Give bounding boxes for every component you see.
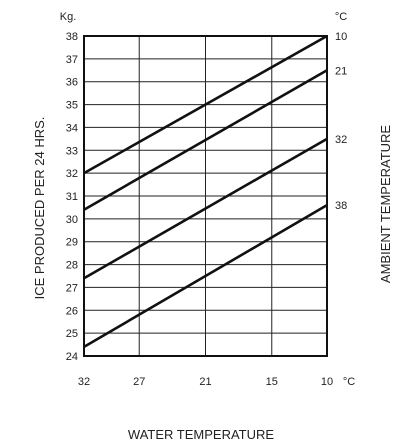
series-line-10	[83, 34, 328, 175]
series-line-38	[83, 204, 328, 348]
y-tick-label: 31	[66, 191, 78, 203]
x-axis-title: WATER TEMPERATURE	[128, 427, 274, 442]
series-label-38: 38	[335, 200, 347, 212]
y-tick-label: 34	[66, 122, 78, 134]
plot-frame	[83, 35, 328, 357]
right-axis-title: AMBIENT TEMPERATURE	[378, 125, 393, 284]
y-tick-label: 37	[66, 54, 78, 66]
series-layer	[83, 34, 328, 348]
y-tick-label: 38	[66, 31, 78, 43]
series-labels: 10 21 32 38	[335, 31, 347, 212]
x-tick-label: 21	[199, 376, 211, 388]
grid	[83, 35, 328, 357]
series-label-32: 32	[335, 134, 347, 146]
series-label-10: 10	[335, 31, 347, 43]
y-tick-label: 24	[66, 351, 78, 363]
series-line-32	[83, 137, 328, 280]
y-tick-label: 28	[66, 260, 78, 272]
x-tick-label: 10	[321, 376, 333, 388]
x-tick-label: 15	[266, 376, 278, 388]
y-tick-label: 25	[66, 328, 78, 340]
series-line-21	[83, 69, 328, 211]
x-tick-labels: 32 27 21 15 10	[78, 376, 333, 388]
y-tick-label: 36	[66, 77, 78, 89]
x-tick-label: 32	[78, 376, 90, 388]
series-label-21: 21	[335, 65, 347, 77]
y-tick-label: 29	[66, 237, 78, 249]
x-tick-label: 27	[133, 376, 145, 388]
y-unit-label: Kg.	[60, 11, 77, 23]
x-unit-label: °C	[343, 376, 355, 388]
y-tick-label: 30	[66, 214, 78, 226]
y-tick-label: 27	[66, 282, 78, 294]
y-axis-title: ICE PRODUCED PER 24 HRS.	[32, 117, 47, 300]
y-tick-label: 32	[66, 168, 78, 180]
y-tick-labels: 24 25 26 27 28 29 30 31 32 33 34 35 36 37 38	[66, 31, 78, 363]
y-tick-label: 33	[66, 145, 78, 157]
y-tick-label: 26	[66, 305, 78, 317]
y-tick-label: 35	[66, 100, 78, 112]
right-unit-label: °C	[335, 11, 347, 23]
